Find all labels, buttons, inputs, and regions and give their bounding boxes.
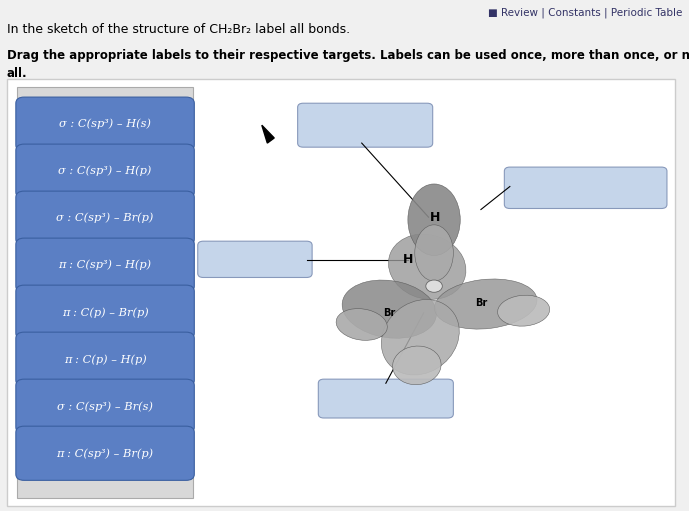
- Text: π : C(sp³) – Br(p): π : C(sp³) – Br(p): [56, 448, 154, 458]
- Text: σ : C(sp³) – H(p): σ : C(sp³) – H(p): [59, 166, 152, 176]
- Ellipse shape: [408, 184, 460, 256]
- Ellipse shape: [342, 280, 436, 338]
- FancyBboxPatch shape: [198, 241, 312, 277]
- Text: σ : C(sp³) – Br(p): σ : C(sp³) – Br(p): [56, 213, 154, 223]
- FancyBboxPatch shape: [16, 285, 194, 339]
- Ellipse shape: [393, 346, 441, 385]
- Text: Br: Br: [383, 308, 395, 318]
- Text: Br: Br: [475, 297, 487, 308]
- Text: π : C(p) – Br(p): π : C(p) – Br(p): [62, 307, 148, 317]
- Text: H: H: [430, 211, 441, 224]
- FancyBboxPatch shape: [17, 87, 193, 498]
- Text: π : C(sp³) – H(p): π : C(sp³) – H(p): [59, 260, 152, 270]
- FancyBboxPatch shape: [16, 97, 194, 151]
- Ellipse shape: [497, 295, 550, 326]
- FancyBboxPatch shape: [16, 332, 194, 386]
- FancyBboxPatch shape: [16, 426, 194, 480]
- Polygon shape: [262, 125, 274, 143]
- Text: σ : C(sp³) – H(s): σ : C(sp³) – H(s): [59, 119, 151, 129]
- FancyBboxPatch shape: [7, 79, 675, 506]
- Ellipse shape: [415, 225, 453, 281]
- Ellipse shape: [389, 234, 466, 299]
- FancyBboxPatch shape: [298, 103, 433, 147]
- Text: σ : C(sp³) – Br(s): σ : C(sp³) – Br(s): [57, 401, 153, 411]
- FancyBboxPatch shape: [16, 191, 194, 245]
- FancyBboxPatch shape: [504, 167, 667, 208]
- Text: all.: all.: [7, 67, 28, 80]
- Text: In the sketch of the structure of CH₂Br₂ label all bonds.: In the sketch of the structure of CH₂Br₂…: [7, 23, 350, 36]
- Ellipse shape: [336, 309, 387, 340]
- FancyBboxPatch shape: [16, 238, 194, 292]
- Ellipse shape: [381, 299, 460, 375]
- Text: π : C(p) – H(p): π : C(p) – H(p): [63, 354, 147, 364]
- FancyBboxPatch shape: [16, 144, 194, 198]
- Text: Drag the appropriate labels to their respective targets. Labels can be used once: Drag the appropriate labels to their res…: [7, 49, 689, 61]
- Ellipse shape: [435, 279, 537, 329]
- Text: H: H: [402, 253, 413, 266]
- Circle shape: [426, 280, 442, 292]
- FancyBboxPatch shape: [318, 379, 453, 418]
- FancyBboxPatch shape: [16, 379, 194, 433]
- Text: ■ Review | Constants | Periodic Table: ■ Review | Constants | Periodic Table: [488, 8, 682, 18]
